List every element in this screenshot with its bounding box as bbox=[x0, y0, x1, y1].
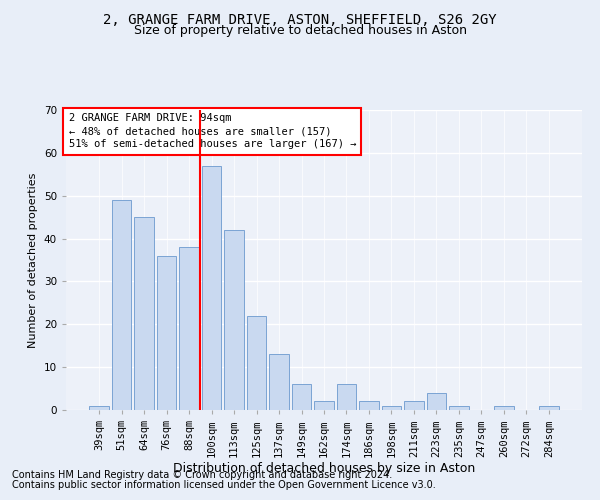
Bar bbox=[157, 256, 176, 410]
Bar bbox=[382, 406, 401, 410]
Text: Size of property relative to detached houses in Aston: Size of property relative to detached ho… bbox=[133, 24, 467, 37]
Bar bbox=[494, 406, 514, 410]
Bar bbox=[224, 230, 244, 410]
Text: Contains public sector information licensed under the Open Government Licence v3: Contains public sector information licen… bbox=[12, 480, 436, 490]
Bar bbox=[359, 402, 379, 410]
Text: 2, GRANGE FARM DRIVE, ASTON, SHEFFIELD, S26 2GY: 2, GRANGE FARM DRIVE, ASTON, SHEFFIELD, … bbox=[103, 12, 497, 26]
Bar bbox=[539, 406, 559, 410]
Y-axis label: Number of detached properties: Number of detached properties bbox=[28, 172, 38, 348]
Bar bbox=[179, 247, 199, 410]
Bar bbox=[314, 402, 334, 410]
Bar bbox=[404, 402, 424, 410]
Bar bbox=[247, 316, 266, 410]
X-axis label: Distribution of detached houses by size in Aston: Distribution of detached houses by size … bbox=[173, 462, 475, 475]
Text: Contains HM Land Registry data © Crown copyright and database right 2024.: Contains HM Land Registry data © Crown c… bbox=[12, 470, 392, 480]
Bar bbox=[292, 384, 311, 410]
Bar bbox=[112, 200, 131, 410]
Bar bbox=[427, 393, 446, 410]
Bar bbox=[269, 354, 289, 410]
Bar bbox=[449, 406, 469, 410]
Bar bbox=[89, 406, 109, 410]
Bar bbox=[134, 217, 154, 410]
Text: 2 GRANGE FARM DRIVE: 94sqm
← 48% of detached houses are smaller (157)
51% of sem: 2 GRANGE FARM DRIVE: 94sqm ← 48% of deta… bbox=[68, 113, 356, 150]
Bar bbox=[202, 166, 221, 410]
Bar bbox=[337, 384, 356, 410]
